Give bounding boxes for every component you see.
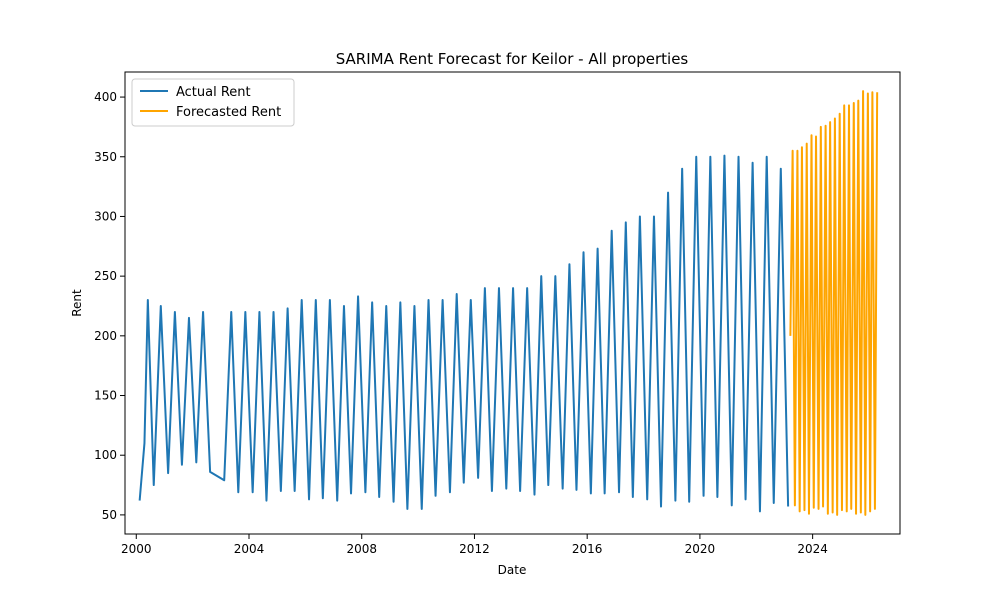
series-line-actual-rent <box>138 154 790 513</box>
y-tick-label: 200 <box>94 329 117 343</box>
y-tick-label: 400 <box>94 90 117 104</box>
y-tick-label: 250 <box>94 269 117 283</box>
x-tick-label: 2000 <box>121 542 152 556</box>
y-tick-label: 100 <box>94 448 117 462</box>
x-tick-label: 2008 <box>346 542 377 556</box>
x-tick-label: 2004 <box>234 542 265 556</box>
series-layer <box>138 90 879 516</box>
y-tick-label: 150 <box>94 389 117 403</box>
plot-area-frame <box>124 71 901 535</box>
y-tick-label: 50 <box>102 508 117 522</box>
x-tick-label: 2016 <box>572 542 603 556</box>
legend-label-forecasted-rent: Forecasted Rent <box>176 105 281 120</box>
chart-title: SARIMA Rent Forecast for Keilor - All pr… <box>336 50 689 68</box>
x-axis-label: Date <box>498 563 527 577</box>
x-tick-label: 2020 <box>685 542 716 556</box>
y-axis: 50 100 150 200 250 300 350 400 <box>94 90 125 522</box>
x-tick-label: 2024 <box>797 542 828 556</box>
y-axis-label: Rent <box>70 289 84 317</box>
x-tick-label: 2012 <box>459 542 490 556</box>
x-axis: 2000 2004 2008 2012 2016 2020 2024 <box>121 534 828 556</box>
y-tick-label: 300 <box>94 209 117 223</box>
legend-frame <box>131 78 295 127</box>
legend: Actual Rent Forecasted Rent <box>131 78 295 127</box>
series-line-forecasted-rent <box>789 90 879 516</box>
legend-label-actual-rent: Actual Rent <box>176 85 251 100</box>
y-tick-label: 350 <box>94 150 117 164</box>
